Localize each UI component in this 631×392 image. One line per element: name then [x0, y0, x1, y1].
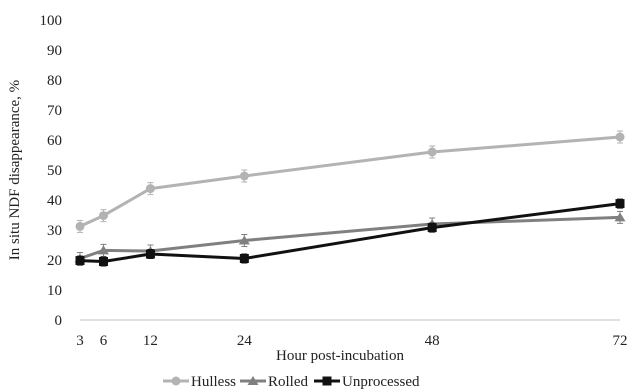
- legend-item-hulless: Hulless: [163, 374, 236, 390]
- data-point: [145, 184, 155, 194]
- x-tick-label: 24: [237, 333, 253, 349]
- data-point: [427, 223, 437, 233]
- x-tick-label: 48: [425, 333, 440, 349]
- x-axis-ticks: 3 6 12 24 48 72: [76, 333, 627, 349]
- legend-label: Hulless: [191, 374, 236, 390]
- legend-marker: [247, 376, 259, 385]
- legend-marker: [171, 376, 181, 386]
- y-tick-label: 60: [47, 133, 62, 149]
- y-tick-label: 30: [47, 223, 62, 239]
- data-point: [98, 211, 108, 221]
- y-axis-ticks: 0 10 20 30 40 50 60 70 80 90 100: [40, 13, 63, 329]
- data-point: [97, 245, 109, 255]
- x-tick-label: 3: [76, 333, 84, 349]
- y-tick-label: 100: [40, 13, 63, 29]
- legend-marker: [322, 376, 332, 386]
- y-tick-label: 10: [47, 283, 62, 299]
- y-axis-title: In situ NDF disappearance, %: [7, 80, 23, 260]
- y-tick-label: 40: [47, 193, 62, 209]
- series-rolled: [74, 210, 626, 265]
- series-layer: [74, 130, 626, 267]
- data-point: [239, 171, 249, 181]
- series-unprocessed: [75, 198, 625, 267]
- x-tick-label: 6: [100, 333, 108, 349]
- y-tick-label: 0: [55, 313, 63, 329]
- data-point: [75, 256, 85, 266]
- data-point: [239, 254, 249, 263]
- x-tick-label: 72: [613, 333, 628, 349]
- data-point: [615, 199, 625, 209]
- data-point: [145, 249, 155, 259]
- data-point: [238, 235, 250, 245]
- data-point: [98, 257, 108, 266]
- y-tick-label: 70: [47, 103, 62, 119]
- legend-item-unprocessed: Unprocessed: [314, 374, 420, 390]
- data-point: [614, 212, 626, 222]
- y-tick-label: 90: [47, 43, 62, 59]
- y-tick-label: 80: [47, 73, 62, 89]
- data-point: [75, 221, 85, 231]
- legend-item-rolled: Rolled: [240, 374, 308, 390]
- legend: Hulless Rolled Unprocessed: [163, 374, 420, 390]
- legend-label: Rolled: [268, 374, 308, 390]
- y-tick-label: 20: [47, 253, 62, 269]
- data-point: [427, 147, 437, 157]
- series-hulless: [75, 130, 625, 233]
- series-line: [79, 215, 621, 260]
- x-axis-title: Hour post-incubation: [276, 348, 404, 364]
- data-point: [615, 132, 625, 142]
- legend-label: Unprocessed: [342, 374, 420, 390]
- x-tick-label: 12: [143, 333, 158, 349]
- y-tick-label: 50: [47, 163, 62, 179]
